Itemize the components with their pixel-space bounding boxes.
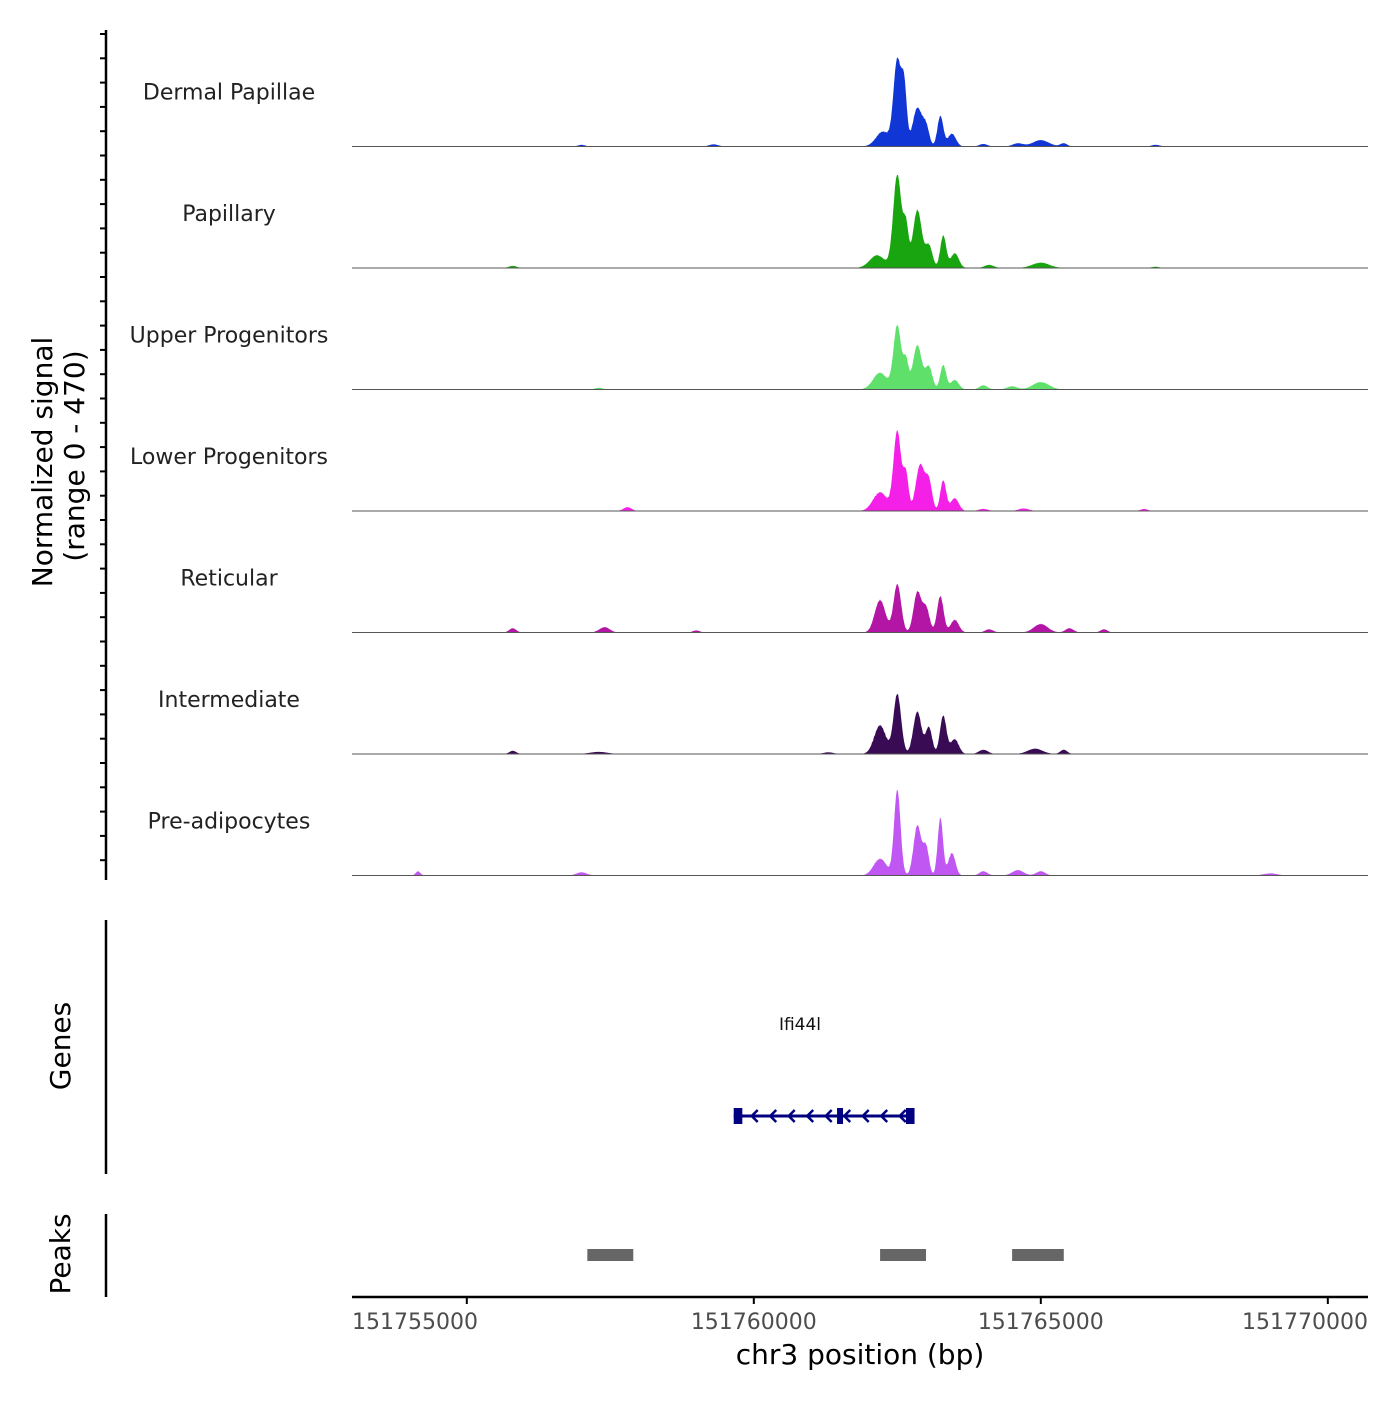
strand-arrow (842, 1109, 852, 1123)
track-label: Papillary (182, 202, 276, 227)
peak-region (1012, 1249, 1064, 1261)
track-2: Upper Progenitors (130, 324, 1368, 390)
track-3: Lower Progenitors (130, 429, 1368, 512)
strand-arrow (805, 1109, 815, 1123)
strand-arrow (897, 1109, 907, 1123)
gene-exon (905, 1108, 915, 1124)
x-axis-title: chr3 position (bp) (736, 1338, 985, 1371)
signal-area (352, 57, 1368, 147)
signal-area (352, 325, 1368, 390)
track-1: Papillary (182, 175, 1368, 269)
position-x-axis: 151755000 151760000 151765000 151770000 (352, 1295, 1368, 1335)
gene-exon (733, 1108, 743, 1124)
signal-y-axis (100, 30, 108, 880)
track-5: Intermediate (158, 688, 1368, 755)
signal-area (352, 694, 1368, 754)
signal-area (352, 175, 1368, 268)
x-tick-label: 151760000 (691, 1310, 817, 1335)
signal-tracks: Dermal Papillae Papillary Upper Progenitor… (130, 57, 1368, 876)
track-label: Lower Progenitors (130, 445, 328, 470)
strand-arrow (768, 1109, 778, 1123)
x-tick-label: 151755000 (352, 1310, 478, 1335)
strand-arrow (879, 1109, 889, 1123)
track-label: Upper Progenitors (130, 324, 329, 349)
peak-region (880, 1249, 927, 1261)
peak-region (587, 1249, 634, 1261)
track-4: Reticular (180, 567, 1368, 633)
gene-exon (837, 1108, 844, 1124)
y-axis-subtitle: (range 0 - 470) (58, 350, 91, 561)
signal-area (352, 789, 1368, 876)
track-label: Dermal Papillae (143, 81, 315, 106)
track-label: Intermediate (158, 688, 300, 713)
signal-area (352, 429, 1368, 511)
x-tick-label: 151765000 (978, 1310, 1104, 1335)
genes-track: Ifi44l (104, 920, 915, 1174)
strand-arrow (860, 1109, 870, 1123)
track-0: Dermal Papillae (143, 57, 1368, 147)
y-axis-title: Normalized signal (26, 337, 59, 588)
genes-track-label: Genes (44, 1002, 77, 1090)
peaks-track (104, 1214, 1064, 1297)
strand-arrow (786, 1109, 796, 1123)
gene-name-label: Ifi44l (779, 1015, 821, 1035)
track-label: Reticular (180, 567, 278, 592)
signal-area (352, 583, 1368, 633)
strand-arrow (823, 1109, 833, 1123)
strand-arrow (749, 1109, 759, 1123)
track-6: Pre-adipocytes (148, 789, 1368, 876)
track-label: Pre-adipocytes (148, 810, 311, 835)
peaks-track-label: Peaks (44, 1213, 77, 1294)
x-tick-label: 151770000 (1242, 1310, 1368, 1335)
